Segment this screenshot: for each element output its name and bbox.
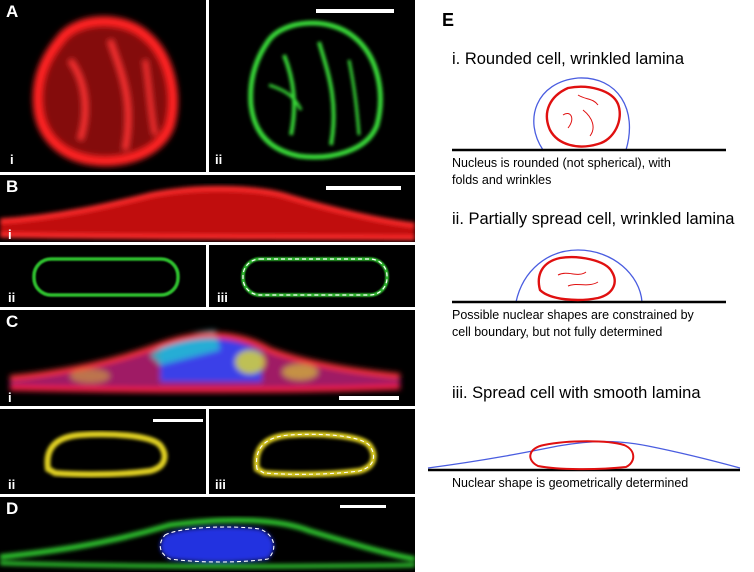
panel-c-ii-label: ii <box>8 477 16 492</box>
panel-c-label: C <box>6 312 19 331</box>
caption-line: folds and wrinkles <box>452 173 552 187</box>
caption-line: Nucleus is rounded (not spherical), with <box>452 156 671 170</box>
panel-a-ii: ii <box>209 0 415 172</box>
panel-d-image <box>0 517 415 569</box>
panel-b-iii-image <box>241 257 389 297</box>
panel-c-i-label: i <box>8 390 12 405</box>
nucleus-outline <box>537 256 616 302</box>
panel-c-iii: iii <box>209 409 415 494</box>
nucleus-outline <box>545 85 621 148</box>
nucleus-wrinkle <box>557 271 587 276</box>
caption-line: cell boundary, but not fully determined <box>452 325 663 339</box>
panel-c-ii-image <box>44 431 168 478</box>
nucleus-outline <box>529 440 635 471</box>
panel-a-ii-image <box>248 20 383 160</box>
nucleus-wrinkle <box>567 281 599 287</box>
schematic-drawings <box>427 77 741 472</box>
scale-bar <box>316 9 394 13</box>
panel-a-i-image <box>32 16 178 167</box>
panel-a-i: A i <box>0 0 206 172</box>
cell-outline <box>533 77 631 151</box>
schematic-iii-caption: Nuclear shape is geometrically determine… <box>452 476 689 490</box>
panel-b-label: B <box>6 177 19 196</box>
nucleus-wrinkle <box>582 109 594 137</box>
schematic-ii-caption: Possible nuclear shapes are constrained … <box>452 307 694 341</box>
scale-bar <box>326 186 401 190</box>
panel-e-label: E <box>442 10 455 30</box>
panel-b-i-image <box>0 185 415 241</box>
schematic-iii-heading: iii. Spread cell with smooth lamina <box>452 384 701 402</box>
panel-b-iii: iii <box>209 245 415 307</box>
panel-b-i: B i <box>0 175 415 242</box>
panel-a-ii-label: ii <box>215 152 223 167</box>
panel-c-i: C i <box>0 310 415 406</box>
panel-b-iii-label: iii <box>217 290 228 305</box>
schematic-i-caption: Nucleus is rounded (not spherical), with… <box>452 155 671 189</box>
panel-d: D <box>0 497 415 572</box>
scale-bar <box>153 419 203 422</box>
panel-b-i-label: i <box>8 227 12 242</box>
panel-b-ii-label: ii <box>8 290 16 305</box>
panel-b-ii: ii <box>0 245 206 307</box>
panel-a-label: A <box>6 2 19 21</box>
nucleus-wrinkle <box>577 94 599 106</box>
panel-c-iii-image <box>253 431 377 478</box>
schematic-i-heading: i. Rounded cell, wrinkled lamina <box>452 50 685 68</box>
panel-c-i-image <box>9 330 401 393</box>
panel-c-iii-label: iii <box>215 477 226 492</box>
panel-e-schematic: E i. Rounded cell, wrinkled lamina Nucle… <box>418 0 754 572</box>
panel-b-ii-image <box>32 257 180 297</box>
caption-line: Possible nuclear shapes are constrained … <box>452 308 694 322</box>
panel-a-i-label: i <box>10 152 14 167</box>
panel-d-label: D <box>6 499 19 518</box>
cell-outline <box>515 249 643 303</box>
schematic-ii-heading: ii. Partially spread cell, wrinkled lami… <box>452 210 735 228</box>
nucleus-wrinkle <box>562 113 573 129</box>
cell-outline <box>427 440 741 469</box>
scale-bar <box>340 505 386 508</box>
panel-c-ii: ii <box>0 409 206 494</box>
scale-bar <box>339 396 399 400</box>
